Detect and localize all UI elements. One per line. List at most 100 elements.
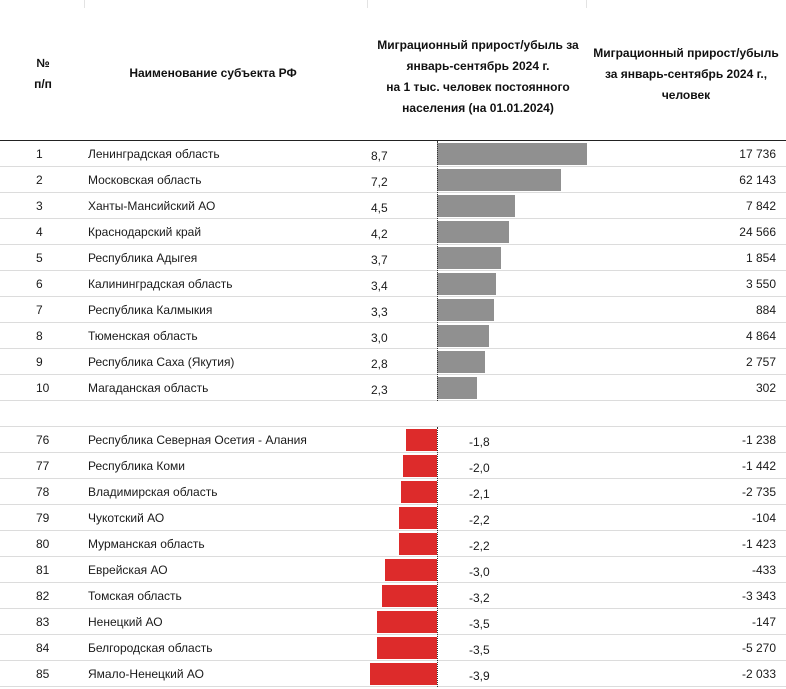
region-name: Ямало-Ненецкий АО xyxy=(88,667,204,681)
table-row: 81 Еврейская АО -3,0 -433 xyxy=(0,557,786,583)
bar-9 xyxy=(437,351,486,373)
rate-label: -2,2 xyxy=(469,539,490,553)
absolute-value: 62 143 xyxy=(739,173,776,187)
table-row: 7 Республика Калмыкия 3,3 884 xyxy=(0,297,786,323)
row-separator xyxy=(0,244,786,245)
rate-label: -1,8 xyxy=(469,435,490,449)
row-number: 81 xyxy=(36,563,50,577)
absolute-value: -5 270 xyxy=(741,641,776,655)
absolute-value: -2 033 xyxy=(741,667,776,681)
row-number: 82 xyxy=(36,589,50,603)
absolute-value: 7 842 xyxy=(745,199,776,213)
table-row: 6 Калининградская область 3,4 3 550 xyxy=(0,271,786,297)
row-separator xyxy=(0,322,786,323)
region-name: Белгородская область xyxy=(88,641,213,655)
column-divider xyxy=(84,0,85,8)
absolute-value: -1 442 xyxy=(741,459,776,473)
rate-label: 3,7 xyxy=(371,253,388,267)
row-separator xyxy=(0,400,786,401)
row-separator xyxy=(0,504,786,505)
table-row: 10 Магаданская область 2,3 302 xyxy=(0,375,786,401)
absolute-value: 24 566 xyxy=(739,225,776,239)
absolute-value: 302 xyxy=(755,381,776,395)
row-number: 77 xyxy=(36,459,50,473)
table-row: 82 Томская область -3,2 -3 343 xyxy=(0,583,786,609)
row-number: 80 xyxy=(36,537,50,551)
row-number: 2 xyxy=(36,173,43,187)
row-number: 9 xyxy=(36,355,43,369)
region-name: Чукотский АО xyxy=(88,511,165,525)
row-separator xyxy=(0,452,786,453)
region-name: Тюменская область xyxy=(88,329,198,343)
rate-label: -3,5 xyxy=(469,617,490,631)
row-separator xyxy=(0,582,786,583)
row-number: 10 xyxy=(36,381,50,395)
region-name: Республика Северная Осетия - Алания xyxy=(88,433,307,447)
region-name: Калининградская область xyxy=(88,277,233,291)
table-row: 80 Мурманская область -2,2 -1 423 xyxy=(0,531,786,557)
region-name: Томская область xyxy=(88,589,182,603)
row-separator xyxy=(0,686,786,687)
rate-label: 8,7 xyxy=(371,149,388,163)
region-name: Республика Калмыкия xyxy=(88,303,213,317)
row-number: 8 xyxy=(36,329,43,343)
table-row: 84 Белгородская область -3,5 -5 270 xyxy=(0,635,786,661)
bar-79 xyxy=(399,507,437,529)
bar-85 xyxy=(369,663,437,685)
bar-82 xyxy=(381,585,437,607)
rate-label: 4,5 xyxy=(371,201,388,215)
header-name: Наименование субъекта РФ xyxy=(129,66,297,80)
bar-5 xyxy=(437,247,501,269)
region-name: Краснодарский край xyxy=(88,225,202,239)
region-name: Республика Саха (Якутия) xyxy=(88,355,235,369)
table-header: № п/п Наименование субъекта РФ Миграцион… xyxy=(0,0,786,140)
row-separator xyxy=(0,530,786,531)
table-row: 76 Республика Северная Осетия - Алания -1,… xyxy=(0,427,786,453)
row-separator xyxy=(0,296,786,297)
row-number: 85 xyxy=(36,667,50,681)
row-number: 76 xyxy=(36,433,50,447)
rate-label: 3,0 xyxy=(371,331,388,345)
bar-83 xyxy=(376,611,437,633)
row-separator xyxy=(0,192,786,193)
table-row: 4 Краснодарский край 4,2 24 566 xyxy=(0,219,786,245)
region-name: Мурманская область xyxy=(88,537,205,551)
absolute-value: -1 238 xyxy=(741,433,776,447)
rate-label: 2,8 xyxy=(371,357,388,371)
row-separator xyxy=(0,166,786,167)
row-number: 84 xyxy=(36,641,50,655)
table-row: 78 Владимирская область -2,1 -2 735 xyxy=(0,479,786,505)
bar-1 xyxy=(437,143,587,165)
row-number: 83 xyxy=(36,615,50,629)
row-separator xyxy=(0,218,786,219)
rate-label: -2,2 xyxy=(469,513,490,527)
row-separator xyxy=(0,556,786,557)
table-row: 83 Ненецкий АО -3,5 -147 xyxy=(0,609,786,635)
region-name: Республика Адыгея xyxy=(88,251,198,265)
column-divider xyxy=(586,0,587,8)
header-number: № п/п xyxy=(18,53,68,95)
bar-84 xyxy=(376,637,437,659)
region-name: Магаданская область xyxy=(88,381,209,395)
absolute-value: -104 xyxy=(751,511,776,525)
bar-3 xyxy=(437,195,515,217)
rate-label: -3,0 xyxy=(469,565,490,579)
column-divider xyxy=(367,0,368,8)
absolute-value: 884 xyxy=(755,303,776,317)
zero-axis xyxy=(437,141,438,401)
row-separator xyxy=(0,270,786,271)
bar-10 xyxy=(437,377,477,399)
bar-77 xyxy=(402,455,437,477)
zero-axis xyxy=(437,427,438,687)
region-name: Еврейская АО xyxy=(88,563,168,577)
row-number: 7 xyxy=(36,303,43,317)
absolute-value: 17 736 xyxy=(739,147,776,161)
table-row: 79 Чукотский АО -2,2 -104 xyxy=(0,505,786,531)
rate-label: 3,3 xyxy=(371,305,388,319)
row-separator xyxy=(0,374,786,375)
bar-76 xyxy=(405,429,437,451)
rate-label: -3,5 xyxy=(469,643,490,657)
row-number: 1 xyxy=(36,147,43,161)
table-row: 1 Ленинградская область 8,7 17 736 xyxy=(0,141,786,167)
region-name: Владимирская область xyxy=(88,485,218,499)
